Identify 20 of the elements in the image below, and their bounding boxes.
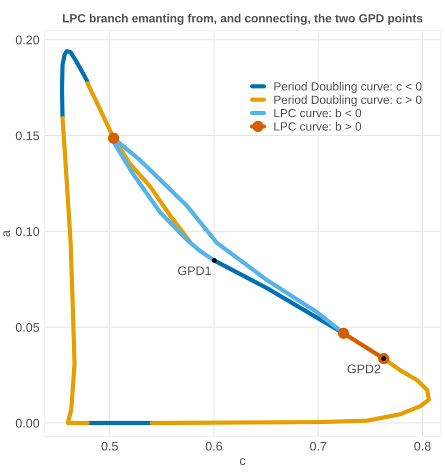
y-tick-label: 0.00 xyxy=(16,418,40,428)
point xyxy=(338,328,350,339)
x-tick-label: 0.8 xyxy=(414,442,431,451)
legend-label: Period Doubling curve: c < 0 xyxy=(274,82,422,93)
point xyxy=(108,132,120,144)
y-tick-label: 0.10 xyxy=(16,227,40,236)
y-tick-label: 0.05 xyxy=(16,322,40,332)
x-tick-label: 0.6 xyxy=(206,442,222,451)
legend-label: Period Doubling curve: c > 0 xyxy=(274,95,422,106)
x-tick-label: 0.7 xyxy=(310,442,326,451)
x-tick-label: 0.5 xyxy=(101,442,118,451)
y-axis-title: a xyxy=(3,230,10,237)
x-axis-title: c xyxy=(240,458,246,466)
annotation: GPD1 xyxy=(178,266,211,276)
legend-label: LPC curve: b > 0 xyxy=(274,122,362,131)
chart-title: LPC branch emanting from, and connecting, the two GPD points xyxy=(62,14,422,25)
y-tick-label: 0.20 xyxy=(16,35,40,44)
legend-label: LPC curve: b < 0 xyxy=(274,108,362,118)
y-tick-label: 0.15 xyxy=(16,131,40,140)
annotation: GPD2 xyxy=(348,364,380,374)
